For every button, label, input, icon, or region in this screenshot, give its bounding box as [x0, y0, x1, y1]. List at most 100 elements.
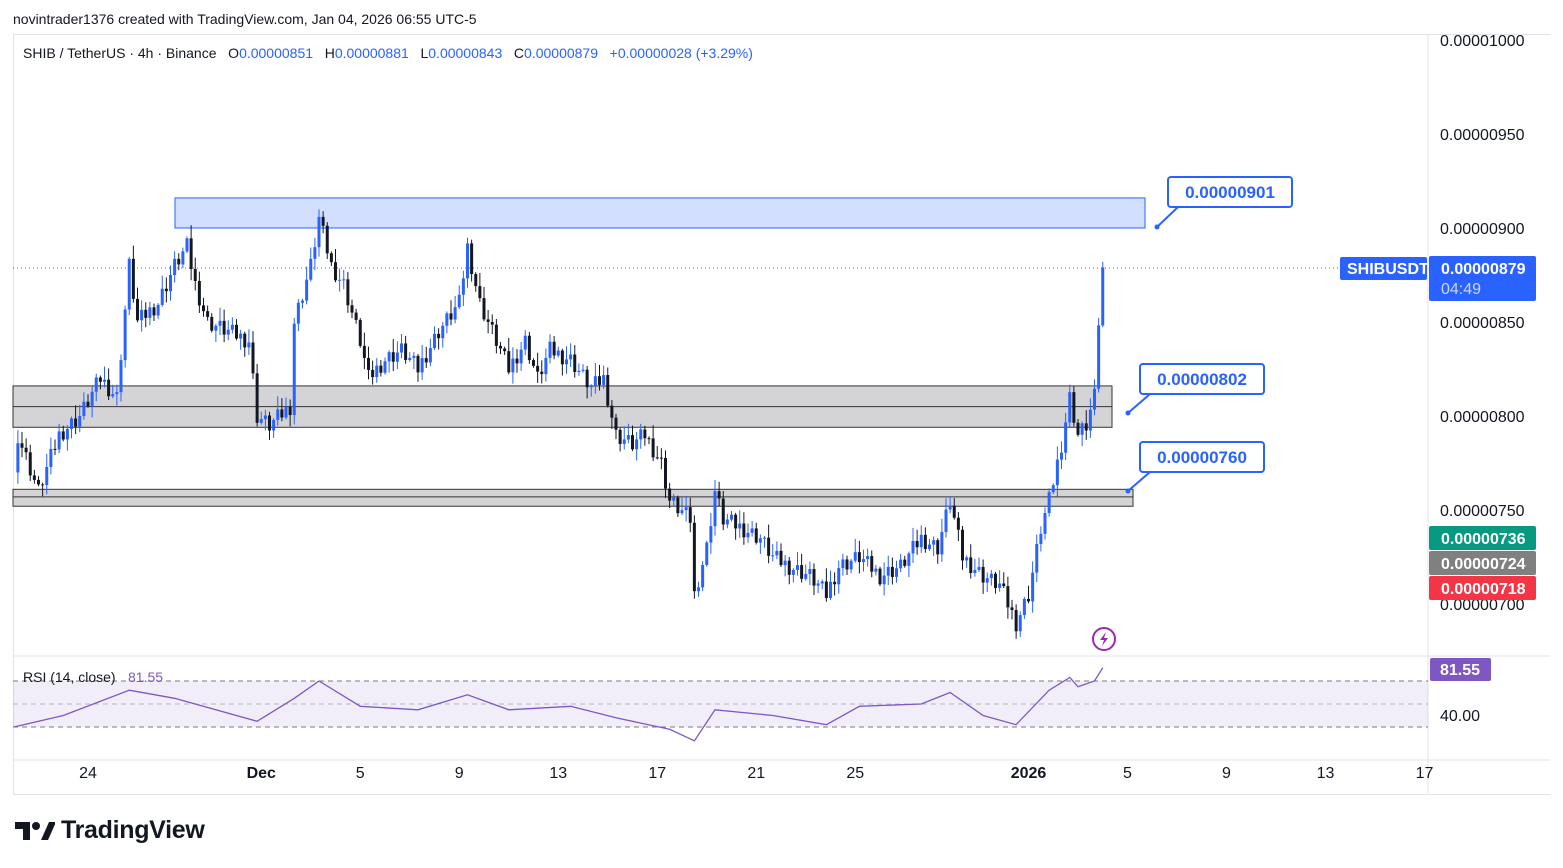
- candle-body: [808, 569, 812, 574]
- candle-body: [309, 258, 313, 280]
- candle-body: [371, 369, 375, 378]
- candle-body: [655, 457, 659, 459]
- candle-body: [433, 333, 436, 349]
- rsi-band: [13, 681, 1428, 727]
- candle-body: [391, 352, 395, 362]
- candle-body: [853, 552, 857, 561]
- candle-body: [618, 429, 622, 444]
- callout-box[interactable]: [1139, 441, 1265, 473]
- candle-body: [276, 409, 280, 420]
- candle-body: [709, 526, 713, 543]
- candle-body: [738, 523, 742, 529]
- change-value: +0.00000028 (+3.29%): [609, 45, 753, 61]
- candle-body: [210, 316, 214, 331]
- candle-body: [998, 583, 1002, 588]
- candle-body: [400, 343, 403, 353]
- candle-body: [284, 406, 288, 418]
- candle-body: [251, 342, 255, 374]
- candle-body: [354, 312, 358, 320]
- candle-body: [367, 357, 370, 370]
- candle-body: [544, 357, 548, 375]
- candle-body: [936, 540, 940, 555]
- callout-label: 0.00000802: [1157, 370, 1247, 389]
- rsi-axis-label: 40.00: [1440, 708, 1480, 725]
- candle-body: [329, 253, 333, 263]
- zone-rectangle[interactable]: [174, 197, 1146, 229]
- price-marker-tag: [1429, 576, 1536, 600]
- candle-body: [449, 313, 453, 320]
- candle-body: [37, 479, 40, 485]
- candle-body: [610, 405, 614, 418]
- candle-body: [697, 587, 700, 592]
- candle-body: [915, 541, 919, 548]
- candle-body: [519, 349, 523, 364]
- candle-body: [816, 583, 820, 586]
- candle-body: [41, 484, 45, 486]
- candle-body: [824, 581, 828, 598]
- callout-box[interactable]: [1167, 176, 1293, 208]
- candle-body: [783, 560, 787, 566]
- candle-body: [408, 357, 412, 360]
- candle-body: [676, 497, 680, 514]
- candle-body: [230, 324, 234, 330]
- symbol-info[interactable]: SHIB / TetherUS · 4h · Binance: [23, 45, 217, 61]
- candle-body: [387, 352, 391, 362]
- price-marker-label: 0.00000736: [1441, 531, 1526, 548]
- candle-body: [878, 568, 882, 585]
- callout-box[interactable]: [1139, 363, 1265, 395]
- tradingview-logo[interactable]: TradingView: [15, 816, 205, 845]
- candle-body: [1039, 533, 1043, 544]
- callout-anchor[interactable]: [1125, 410, 1131, 416]
- candle-body: [923, 534, 927, 550]
- candle-body: [94, 377, 98, 392]
- last-price-tag: [1429, 256, 1536, 301]
- price-marker-label: 0.00000718: [1441, 581, 1526, 598]
- candle-body: [767, 537, 771, 556]
- price-axis-label: 0.00000850: [1440, 315, 1525, 332]
- candle-body: [395, 352, 399, 362]
- callout-pointer: [1127, 393, 1164, 414]
- candle-body: [1101, 267, 1105, 326]
- candle-body: [437, 333, 441, 339]
- candle-body: [734, 514, 738, 529]
- candle-body: [235, 324, 238, 339]
- candle-body: [639, 429, 643, 440]
- candle-body: [206, 311, 210, 317]
- candle-body: [787, 560, 791, 575]
- candle-body: [956, 517, 960, 530]
- candle-body: [490, 322, 494, 325]
- ohlc-legend: SHIB / TetherUS · 4h · Binance O0.000008…: [23, 45, 753, 61]
- candle-body: [870, 556, 874, 572]
- callout-anchor[interactable]: [1154, 224, 1160, 230]
- candle-body: [1035, 543, 1039, 573]
- candle-body: [713, 491, 717, 527]
- candle-body: [334, 262, 337, 281]
- candle-body: [1072, 392, 1076, 423]
- candle-body: [919, 534, 923, 548]
- zone-rectangle[interactable]: [12, 488, 1134, 507]
- candle-body: [796, 565, 799, 570]
- price-marker-tag: [1429, 526, 1536, 550]
- candle-body: [758, 538, 762, 543]
- candle-body: [164, 288, 168, 292]
- candle-body: [342, 279, 346, 281]
- callout-anchor[interactable]: [1125, 488, 1131, 494]
- candle-body: [593, 376, 597, 387]
- rsi-title: RSI (14, close): [23, 669, 116, 685]
- price-marker-tag: [1429, 551, 1536, 575]
- candle-body: [57, 431, 61, 450]
- candle-body: [981, 566, 985, 583]
- candle-body: [280, 409, 284, 418]
- candle-body: [362, 345, 366, 358]
- rsi-legend-value: 81.55: [128, 669, 163, 685]
- candle-body: [841, 559, 845, 569]
- candle-body: [313, 247, 317, 259]
- candle-body: [1064, 422, 1068, 453]
- candle-body: [288, 406, 292, 416]
- lightning-icon[interactable]: [1092, 627, 1116, 651]
- candle-body: [131, 258, 135, 299]
- candle-body: [243, 333, 247, 348]
- candle-body: [635, 439, 639, 450]
- price-axis-label: 0.00000700: [1440, 597, 1525, 614]
